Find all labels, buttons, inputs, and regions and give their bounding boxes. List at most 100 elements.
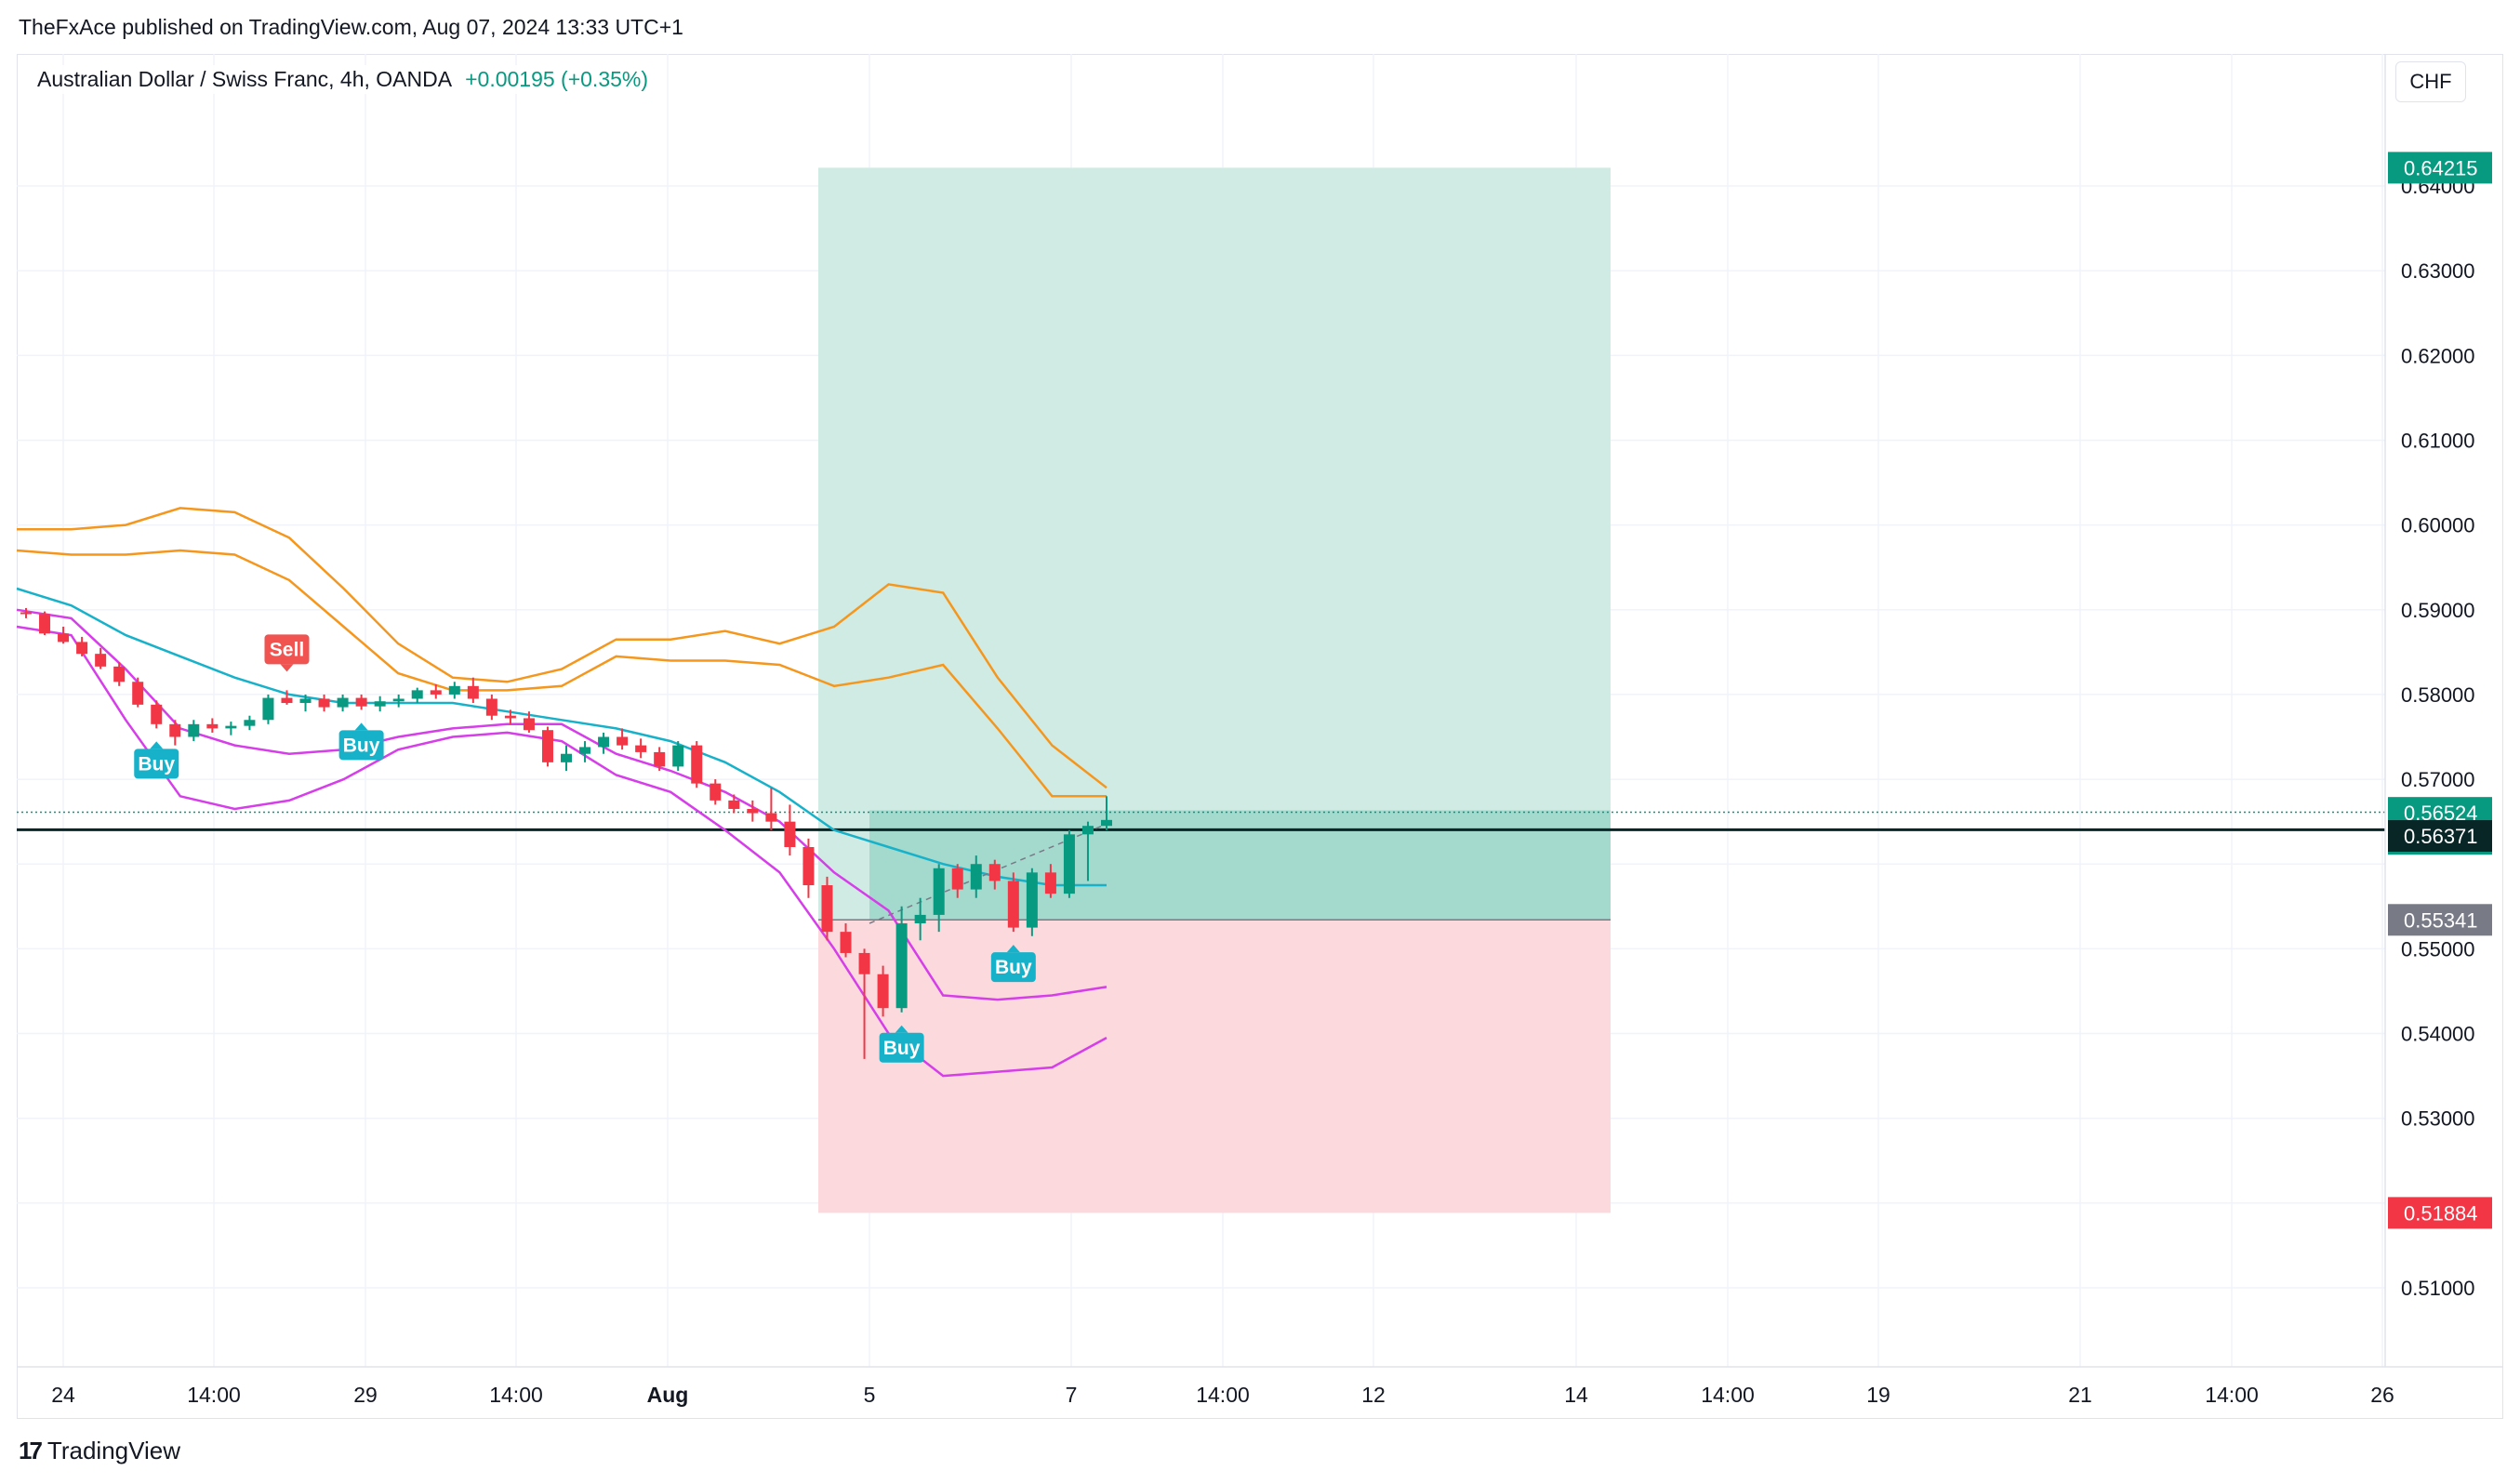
candle-body[interactable] — [933, 868, 945, 915]
candle-body[interactable] — [988, 864, 1001, 881]
candle-body[interactable] — [914, 914, 926, 924]
chart-pane[interactable] — [17, 54, 2503, 1419]
candle-body[interactable] — [337, 697, 349, 708]
trend-dashed-line — [869, 825, 1103, 924]
orange-lower-band — [16, 549, 1107, 798]
candle-body[interactable] — [58, 633, 70, 643]
candle-body[interactable] — [318, 698, 330, 708]
candle-body[interactable] — [784, 821, 796, 847]
time-axis-tick: 19 — [1866, 1383, 1890, 1407]
buy-signal-tag[interactable] — [338, 730, 384, 761]
candle-body[interactable] — [710, 783, 722, 801]
candle-body[interactable] — [374, 701, 386, 707]
candle-body[interactable] — [355, 697, 367, 707]
candle-body[interactable] — [877, 974, 889, 1009]
buy-signal-pointer — [1006, 945, 1020, 953]
buy-signal-pointer — [895, 1025, 909, 1033]
candle-body[interactable] — [392, 698, 405, 702]
candle-body[interactable] — [598, 736, 610, 748]
profit-zone[interactable] — [818, 167, 1611, 921]
candle-body[interactable] — [1081, 826, 1094, 835]
time-axis-tick: 12 — [1361, 1383, 1386, 1407]
candle-body[interactable] — [523, 718, 535, 731]
time-axis-tick: 14:00 — [489, 1383, 543, 1407]
candle-body[interactable] — [951, 868, 963, 890]
candle-body[interactable] — [579, 747, 591, 754]
candle-body[interactable] — [858, 952, 870, 974]
candle-body[interactable] — [151, 704, 163, 724]
time-axis-tick: 14 — [1564, 1383, 1588, 1407]
price-axis-tick: 0.57000 — [2401, 768, 2475, 791]
time-axis-tick: 14:00 — [1701, 1383, 1755, 1407]
buy-signal-pointer — [354, 722, 368, 731]
candle-body[interactable] — [76, 642, 88, 655]
candle-body[interactable] — [504, 715, 516, 719]
time-axis-tick: 24 — [51, 1383, 75, 1407]
candle-body[interactable] — [20, 612, 32, 615]
buy-signal-label: Buy — [883, 1038, 921, 1059]
candle-body[interactable] — [654, 751, 666, 767]
candle-body[interactable] — [1044, 872, 1056, 894]
candle-body[interactable] — [561, 753, 572, 762]
buy-signal-label: Buy — [343, 735, 380, 756]
publish-info-text: TheFxAce published on TradingView.com, A… — [19, 14, 683, 39]
candle-body[interactable] — [281, 697, 293, 704]
candle-body[interactable] — [728, 800, 740, 809]
candle-body[interactable] — [95, 654, 107, 667]
candle-body[interactable] — [821, 885, 833, 933]
candle-body[interactable] — [244, 720, 256, 726]
candle-body[interactable] — [802, 847, 815, 886]
candle-body[interactable] — [895, 923, 908, 1009]
candle-body[interactable] — [411, 690, 423, 699]
sell-signal-tag[interactable] — [264, 634, 310, 665]
tradingview-logo-icon: 17 — [19, 1436, 43, 1464]
price-axis-tick: 0.51000 — [2401, 1277, 2475, 1300]
candle-body[interactable] — [262, 697, 274, 721]
candle-body[interactable] — [448, 685, 460, 695]
candle-body[interactable] — [206, 723, 219, 729]
candle-body[interactable] — [225, 725, 237, 729]
buy-signal-tag[interactable] — [879, 1032, 924, 1063]
candle-body[interactable] — [188, 723, 200, 737]
candle-body[interactable] — [39, 614, 51, 634]
candle-body[interactable] — [691, 745, 703, 784]
candle-body[interactable] — [1063, 834, 1075, 894]
candle-body[interactable] — [1007, 881, 1019, 928]
candle-body[interactable] — [485, 698, 497, 716]
loss-zone[interactable] — [818, 920, 1611, 1213]
symbol-change: +0.00195 (+0.35%) — [465, 67, 649, 91]
candle-body[interactable] — [970, 864, 982, 890]
candle-body[interactable] — [169, 723, 181, 737]
time-axis-tick: Aug — [647, 1383, 689, 1407]
symbol-legend[interactable]: Australian Dollar / Swiss Franc, 4h, OAN… — [33, 65, 653, 94]
candle-body[interactable] — [1101, 819, 1112, 827]
candle-body[interactable] — [430, 690, 442, 695]
currency-button[interactable]: CHF — [2395, 61, 2466, 102]
target-price-label — [2388, 152, 2492, 184]
time-axis-tick: 21 — [2068, 1383, 2092, 1407]
sell-signal-label: Sell — [270, 639, 304, 660]
orange-upper-band — [17, 507, 1107, 789]
close-price-label — [2388, 820, 2492, 853]
candle-body[interactable] — [635, 745, 647, 752]
buy-signal-tag[interactable] — [134, 749, 179, 779]
candle-body[interactable] — [840, 932, 852, 953]
candle-body[interactable] — [1026, 872, 1038, 928]
close-price-label-text: 0.56371 — [2404, 825, 2478, 848]
entry-price-label-text: 0.55341 — [2404, 908, 2478, 932]
candle-body[interactable] — [765, 813, 777, 822]
candle-body[interactable] — [467, 685, 479, 699]
candle-body[interactable] — [541, 730, 553, 762]
candle-body[interactable] — [672, 745, 684, 767]
publish-header: TheFxAce published on TradingView.com, A… — [0, 0, 2520, 54]
candle-body[interactable] — [113, 666, 126, 682]
candle-body[interactable] — [299, 698, 312, 704]
tradingview-footer[interactable]: 17 TradingView — [19, 1432, 180, 1469]
candle-body[interactable] — [747, 808, 759, 814]
candle-body[interactable] — [132, 682, 144, 705]
price-axis-tick: 0.54000 — [2401, 1023, 2475, 1046]
candle-body[interactable] — [617, 736, 629, 746]
time-axis-tick: 5 — [864, 1383, 876, 1407]
buy-signal-tag[interactable] — [990, 952, 1036, 983]
